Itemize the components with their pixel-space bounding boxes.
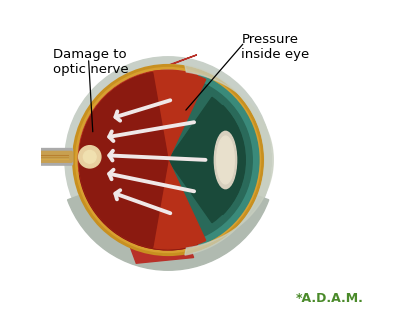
Polygon shape — [136, 55, 197, 79]
FancyBboxPatch shape — [22, 148, 72, 165]
Circle shape — [79, 146, 101, 168]
Wedge shape — [168, 97, 245, 223]
Wedge shape — [68, 163, 269, 270]
Polygon shape — [185, 65, 273, 255]
Polygon shape — [130, 241, 194, 263]
Ellipse shape — [214, 131, 237, 189]
Wedge shape — [79, 71, 206, 249]
Wedge shape — [168, 84, 252, 236]
Wedge shape — [168, 106, 245, 214]
Text: Pressure
inside eye: Pressure inside eye — [242, 33, 310, 60]
Polygon shape — [82, 179, 144, 235]
Circle shape — [78, 70, 258, 250]
FancyBboxPatch shape — [22, 151, 72, 162]
Text: *A.D.A.M.: *A.D.A.M. — [296, 292, 364, 305]
Text: Damage to
optic nerve: Damage to optic nerve — [54, 49, 129, 76]
Polygon shape — [77, 170, 135, 222]
Circle shape — [80, 147, 100, 167]
Wedge shape — [168, 75, 259, 245]
Wedge shape — [80, 160, 258, 250]
Wedge shape — [79, 72, 168, 248]
Ellipse shape — [217, 136, 234, 184]
Circle shape — [84, 151, 96, 163]
Circle shape — [83, 150, 96, 163]
Circle shape — [65, 57, 271, 263]
